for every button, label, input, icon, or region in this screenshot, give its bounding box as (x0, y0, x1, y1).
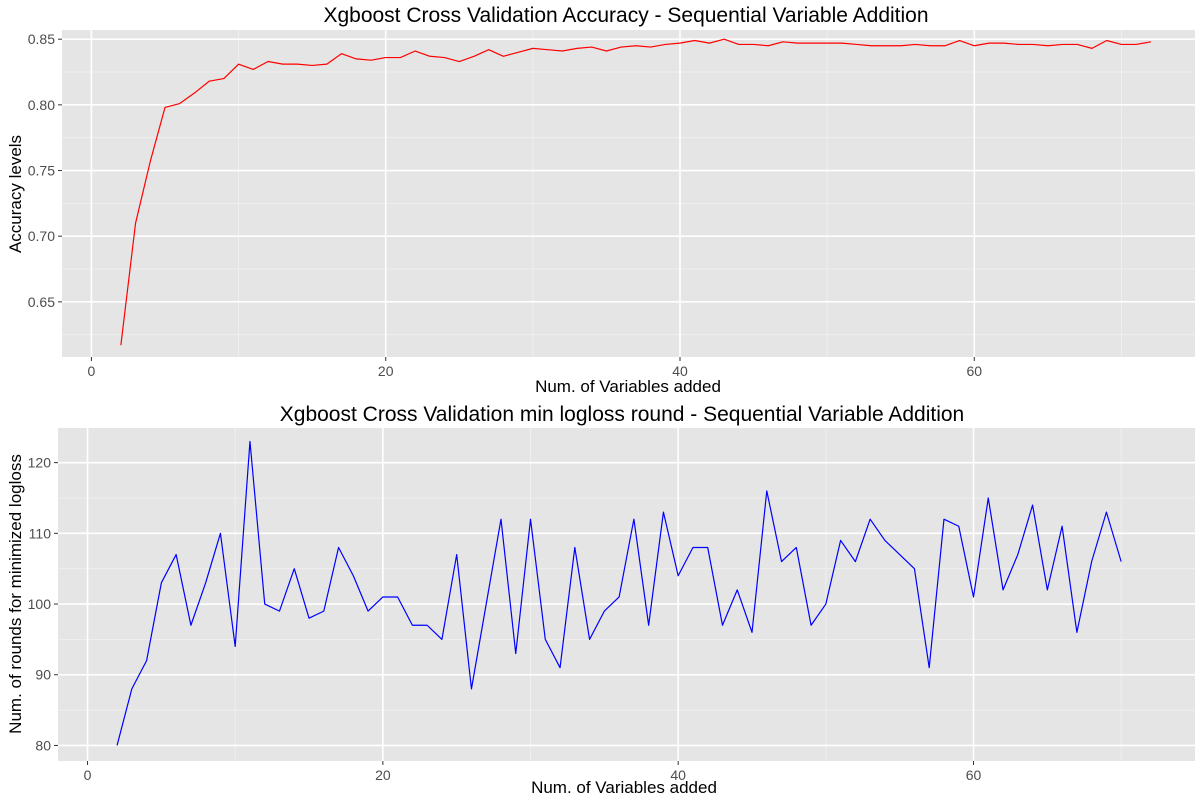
accuracy-series-line (120, 38, 1151, 346)
logloss-rounds-y-tick-label: 120 (28, 455, 52, 471)
accuracy-x-tick-label: 60 (966, 363, 982, 379)
accuracy-y-axis-label: Accuracy levels (6, 135, 25, 253)
logloss-rounds-y-tick-label: 110 (29, 525, 52, 541)
accuracy-x-tick-label: 40 (672, 363, 688, 379)
logloss-rounds-x-tick-label: 60 (966, 767, 982, 783)
accuracy-x-tick-label: 0 (88, 363, 96, 379)
accuracy-chart-title: Xgboost Cross Validation Accuracy - Sequ… (323, 4, 928, 27)
logloss-rounds-y-tick-label: 90 (35, 667, 51, 683)
logloss-rounds-y-tick-label: 80 (35, 737, 51, 753)
logloss-rounds-chart-title: Xgboost Cross Validation min logloss rou… (280, 403, 964, 426)
accuracy-plot-panel (62, 30, 1195, 357)
logloss-rounds-series-line (116, 440, 1122, 746)
logloss-rounds-x-tick-label: 40 (670, 767, 686, 783)
accuracy-chart: Xgboost Cross Validation Accuracy - Sequ… (6, 4, 1195, 396)
accuracy-y-tick-label: 0.85 (28, 31, 55, 47)
accuracy-y-tick-label: 0.65 (28, 294, 55, 310)
accuracy-y-tick-label: 0.80 (28, 97, 55, 113)
logloss-rounds-y-axis-label: Num. of rounds for minimized logloss (6, 454, 25, 734)
accuracy-y-tick-label: 0.75 (28, 163, 55, 179)
logloss-rounds-x-axis-label: Num. of Variables added (531, 778, 717, 797)
accuracy-x-tick-label: 20 (378, 363, 394, 379)
logloss-rounds-x-tick-label: 20 (375, 767, 391, 783)
accuracy-x-axis-label: Num. of Variables added (535, 377, 721, 396)
logloss-rounds-chart: Xgboost Cross Validation min logloss rou… (6, 403, 1195, 797)
logloss-rounds-y-tick-label: 100 (28, 596, 52, 612)
logloss-rounds-x-tick-label: 0 (84, 767, 92, 783)
accuracy-y-tick-label: 0.70 (28, 228, 55, 244)
